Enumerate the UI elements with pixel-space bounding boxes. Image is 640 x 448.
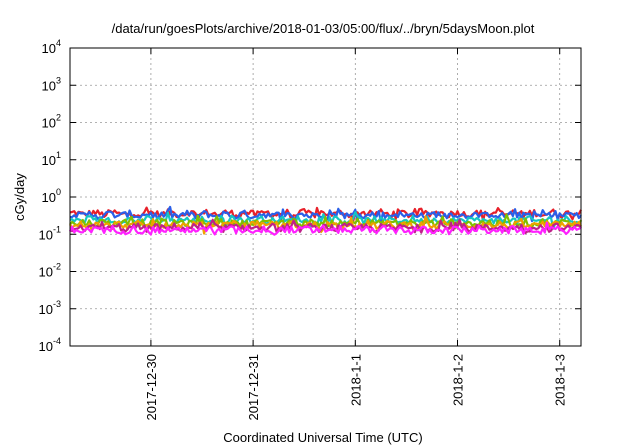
grid: [70, 48, 581, 346]
x-tick-labels: 2017-12-30 2017-12-31 2018-1-1 2018-1-2 2018…: [144, 354, 568, 421]
y-tick-label: 101: [42, 150, 61, 168]
chart-title: /data/run/goesPlots/archive/2018-01-03/0…: [112, 21, 535, 36]
y-tick-label: 100: [42, 187, 61, 205]
series-group: [68, 205, 583, 236]
y-tick-label: 103: [42, 75, 61, 93]
x-axis-label: Coordinated Universal Time (UTC): [223, 430, 422, 445]
x-tick-label: 2018-1-1: [348, 354, 363, 406]
y-tick-label: 10-1: [39, 224, 61, 242]
y-tick-label: 102: [42, 113, 61, 131]
y-tick-label: 104: [42, 38, 61, 56]
y-tick-labels: 10-4 10-3 10-2 10-1 100 101 102 103 104: [39, 38, 61, 354]
x-tick-label: 2018-1-3: [553, 354, 568, 406]
ticks: [70, 47, 581, 347]
y-tick-label: 10-2: [39, 262, 61, 280]
series-line: [69, 218, 582, 234]
y-axis-label: cGy/day: [12, 173, 27, 221]
y-tick-label: 10-3: [39, 299, 61, 317]
x-tick-label: 2018-1-2: [451, 354, 466, 406]
x-tick-label: 2017-12-30: [144, 354, 159, 421]
x-tick-label: 2017-12-31: [246, 354, 261, 421]
series-line: [68, 221, 582, 236]
y-tick-label: 10-4: [39, 336, 61, 354]
